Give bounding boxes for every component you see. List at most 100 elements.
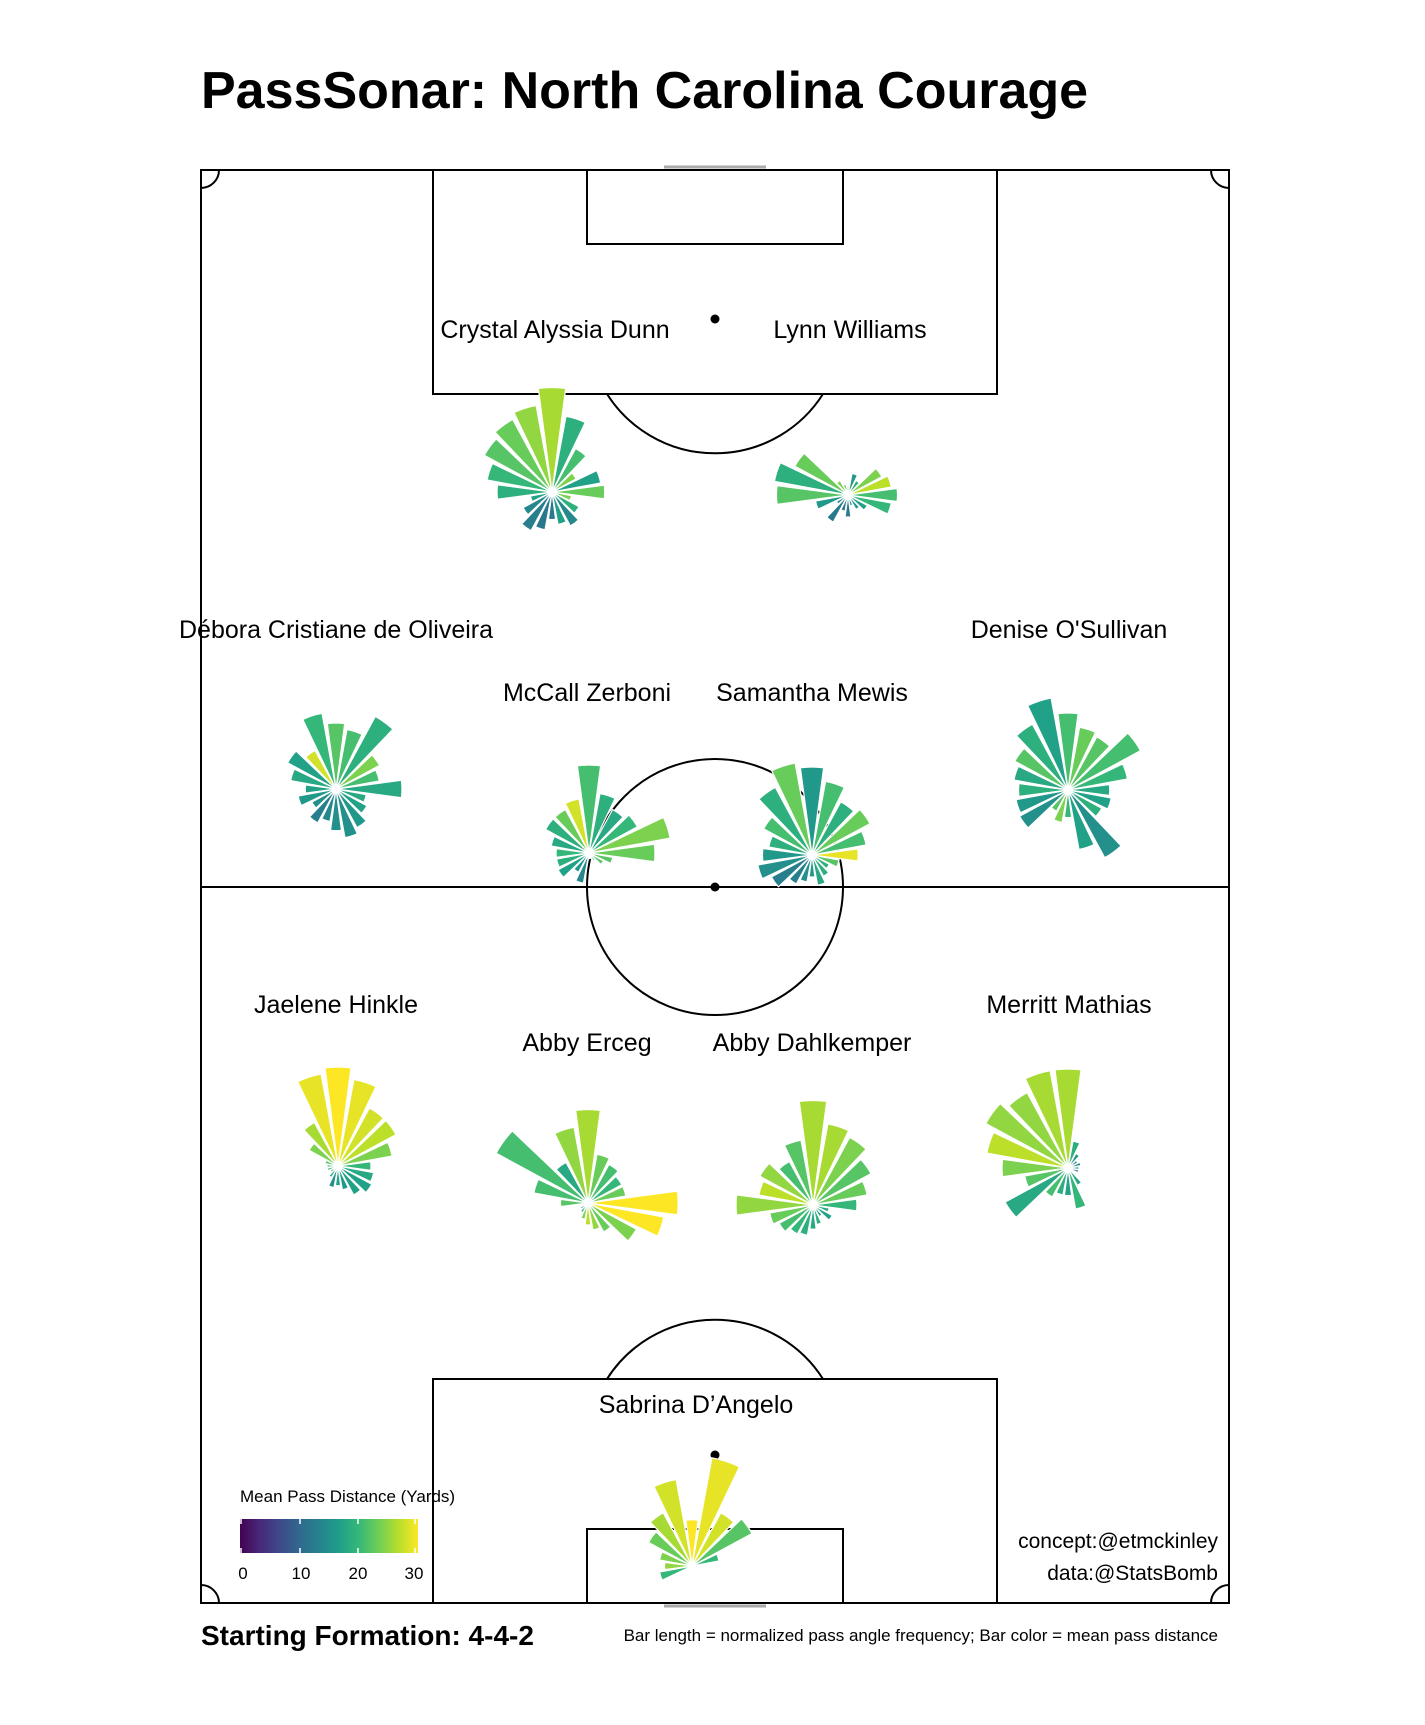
sonar-debora [286, 712, 403, 839]
colorbar [240, 1519, 418, 1553]
sonar-bar [1067, 789, 1113, 810]
formation-label: Starting Formation: 4-4-2 [201, 1620, 534, 1651]
sonar-bar [1067, 735, 1111, 791]
sonar-bar [1067, 789, 1122, 859]
sonar-bar [286, 750, 337, 790]
sonar-bar [551, 484, 606, 500]
sonar-bar [337, 1141, 393, 1167]
player-name-dangelo: Sabrina D’Angelo [599, 1391, 794, 1419]
sonar-bar [321, 788, 337, 823]
top-six-yard-box [586, 169, 844, 245]
sonar-bar [1015, 723, 1069, 791]
legend-title: Mean Pass Distance (Yards) [240, 1487, 455, 1506]
sonar-bar [551, 415, 587, 493]
player-name-mewis: Samantha Mewis [716, 679, 908, 707]
sonar-bar [812, 1198, 858, 1212]
sonar-bar [551, 491, 580, 515]
sonar-bar [335, 779, 403, 799]
sonar-bar [337, 1161, 372, 1171]
sonar-mathias [984, 1068, 1087, 1219]
player-name-dahlkemper: Abby Dahlkemper [713, 1029, 912, 1057]
sonar-bar [587, 1153, 611, 1204]
sonar-bar [588, 852, 605, 866]
sonar-bar [584, 1202, 592, 1226]
sonar-bar [587, 1202, 612, 1233]
pass-sonars [286, 386, 1142, 1581]
sonar-dangelo [647, 1457, 753, 1581]
corner-arc-top-right [1210, 169, 1230, 189]
sonar-bar [557, 852, 590, 879]
sonar-bar [587, 1202, 665, 1238]
sonar-bar [847, 467, 883, 496]
sonar-bar [758, 1180, 814, 1206]
sonar-bar [576, 764, 602, 854]
sonar-bar [494, 418, 553, 493]
credit-concept: concept:@etmckinley [1018, 1530, 1218, 1553]
top-penalty-box [432, 169, 998, 395]
sonar-bar [812, 1204, 834, 1222]
sonar-bar [811, 854, 827, 886]
sonar-bar [588, 792, 616, 854]
sonar-bar [847, 475, 893, 496]
sonar-bar [551, 447, 587, 493]
sonar-bar [847, 494, 869, 512]
sonar-bar [587, 1175, 623, 1204]
sonar-bar [310, 788, 337, 809]
centre-spot [710, 882, 720, 892]
sonar-bar [337, 1165, 362, 1196]
sonar-bar [1004, 1167, 1069, 1219]
player-names: Crystal Alyssia Dunn Lynn Williams Débor… [179, 316, 1167, 1419]
sonar-bar [778, 1204, 814, 1233]
sonar-bar [587, 1163, 620, 1204]
sonar-bar [1054, 1068, 1082, 1169]
corner-arc-top-left [200, 169, 220, 189]
player-name-zerboni: McCall Zerboni [503, 679, 671, 707]
sonar-osullivan [1013, 697, 1142, 859]
sonar-bar [1067, 763, 1129, 791]
sonar-bar [811, 854, 830, 878]
sonar-mewis [757, 762, 871, 888]
sonar-bar [811, 808, 871, 856]
sonar-bar [811, 830, 867, 856]
sonar-bar [551, 491, 567, 526]
sonar-bar [522, 491, 553, 516]
sonar-bar [513, 404, 553, 493]
sonar-bar [1013, 747, 1069, 791]
sonar-bar [486, 462, 553, 493]
sonar-bar [1024, 1069, 1069, 1169]
sonar-bar [757, 854, 813, 880]
sonar-bar [812, 1180, 868, 1206]
sonar-bar [758, 786, 813, 856]
sonar-bar [588, 814, 639, 854]
sonar-bar [986, 1131, 1069, 1169]
sonar-bar [326, 722, 346, 790]
sonar-bar [1050, 789, 1069, 813]
sonar-bar [587, 1202, 601, 1231]
sonar-bar [811, 848, 859, 862]
sonar-bar [1067, 1165, 1080, 1171]
sonar-bar [588, 808, 624, 854]
sonar-bar [326, 1163, 339, 1169]
sonar-bar [335, 788, 368, 815]
sonar-bar [844, 494, 852, 518]
sonar-bar [1015, 789, 1069, 814]
sonar-bar [770, 762, 813, 856]
sonar-bar [533, 1178, 589, 1204]
sonar-bar [658, 1565, 693, 1581]
sonar-bar [1067, 783, 1111, 797]
sonar-bar [1067, 1167, 1087, 1210]
sonar-bar [1067, 1140, 1081, 1169]
top-penalty-arc [606, 393, 824, 455]
sonar-bar [534, 491, 553, 531]
sonar-bar [335, 788, 368, 829]
sonar-dunn [483, 386, 606, 532]
sonar-bar [337, 1078, 377, 1167]
sonar-bar [1067, 1167, 1083, 1187]
sonar-bar [847, 487, 899, 503]
sonar-bar [812, 1136, 867, 1206]
sonar-bar [296, 1073, 339, 1167]
sonar-bar [574, 852, 590, 884]
sonar-bar [555, 1161, 589, 1204]
top-penalty-spot [710, 314, 720, 324]
sonar-bar [529, 491, 553, 503]
